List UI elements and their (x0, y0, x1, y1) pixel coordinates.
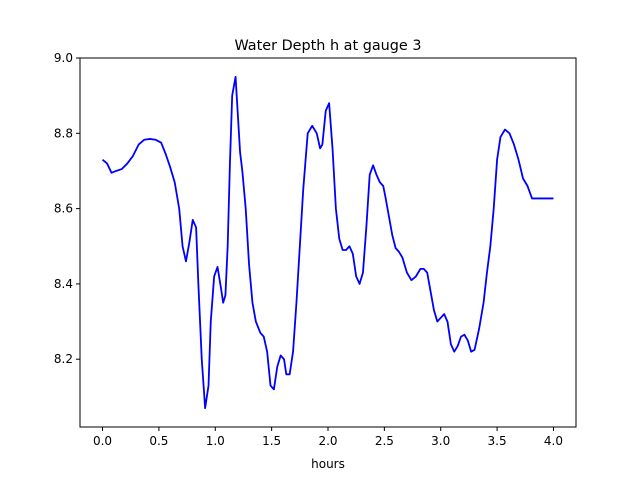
x-tick-label: 4.0 (544, 434, 563, 448)
x-tick-label: 2.0 (318, 434, 337, 448)
x-tick-label: 3.5 (488, 434, 507, 448)
x-tick-label: 0.0 (93, 434, 112, 448)
plot-area (101, 75, 554, 410)
y-tick-label: 9.0 (54, 51, 73, 65)
x-axis-title: hours (311, 457, 345, 471)
y-tick-label: 8.6 (54, 202, 73, 216)
x-tick-label: 1.5 (262, 434, 281, 448)
x-tick-label: 3.0 (431, 434, 450, 448)
x-tick-label: 1.0 (206, 434, 225, 448)
y-tick-label: 8.8 (54, 126, 73, 140)
chart-title: Water Depth h at gauge 3 (234, 38, 421, 54)
y-tick-label: 8.4 (54, 277, 73, 291)
x-tick-label: 2.5 (375, 434, 394, 448)
axes: 0.0 0.5 1.0 1.5 2.0 2.5 3.0 3.5 4.0 8.2 8.4 8.6 8.8 9… (54, 51, 577, 448)
x-tick-label: 0.5 (149, 434, 168, 448)
y-tick-label: 8.2 (54, 352, 73, 366)
series-line-0 (101, 75, 554, 410)
